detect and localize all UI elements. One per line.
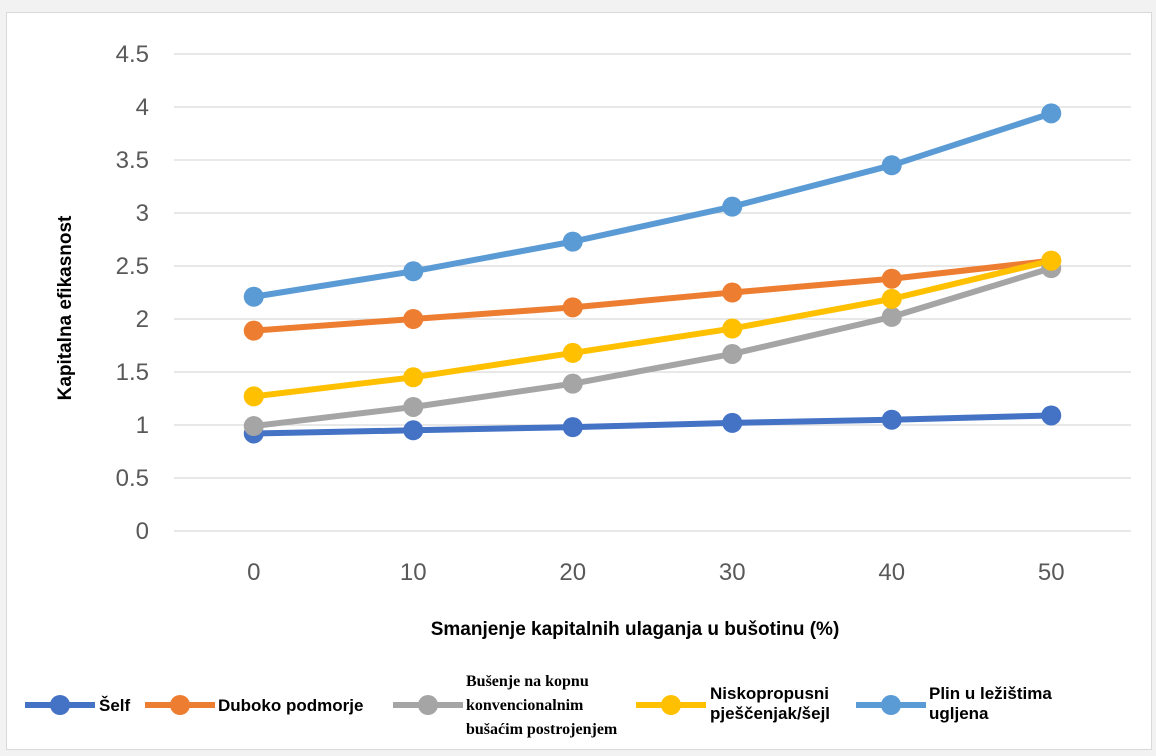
data-point-series-2 — [562, 373, 583, 394]
x-tick-label: 10 — [400, 559, 427, 586]
legend-label-duboko-podmorje: Duboko podmorje — [218, 696, 363, 715]
data-point-series-3 — [1041, 250, 1062, 271]
y-tick-label: 3 — [136, 200, 149, 227]
data-point-series-3 — [562, 342, 583, 363]
legend-swatch-marker-plin — [881, 695, 901, 715]
data-point-series-3 — [403, 367, 424, 388]
legend-swatch-marker-duboko — [170, 695, 190, 715]
legend-item-duboko-podmorje: Duboko podmorje — [145, 695, 363, 715]
data-point-series-3 — [881, 288, 902, 309]
gridlines — [174, 53, 1131, 532]
data-point-series-2 — [722, 343, 743, 364]
series-points — [243, 103, 1062, 444]
data-point-series-3 — [722, 318, 743, 339]
y-tick-label: 0 — [136, 518, 149, 545]
data-point-series-0 — [722, 412, 743, 433]
legend-item-niskopropusni: Niskopropusni pješčenjak/šejl — [636, 684, 830, 723]
series-line-0 — [250, 412, 1055, 437]
series-line-4 — [250, 110, 1055, 300]
y-tick-label: 1 — [136, 412, 149, 439]
data-point-series-0 — [562, 417, 583, 438]
data-point-series-0 — [403, 420, 424, 441]
data-point-series-4 — [562, 231, 583, 252]
legend-swatch-marker-busenje — [418, 695, 438, 715]
legend-item-busenje-na-kopnu: Bušenje na kopnu konvencionalnim bušaćim… — [393, 673, 618, 738]
data-point-series-4 — [881, 155, 902, 176]
legend-label-busenje-line-1: Bušenje na kopnu — [466, 673, 589, 690]
legend-label-busenje-line-2: konvencionalnim — [466, 697, 584, 714]
line-chart: 0 0.5 1 1.5 2 2.5 3 3.5 4 4.5 0 10 20 30 40 50 Kapital… — [25, 41, 1131, 738]
legend: Šelf Duboko podmorje Bušenje na kopnu ko… — [25, 673, 1052, 738]
legend-label-plin-line-2: ugljena — [929, 704, 989, 723]
legend-label-niskopropusni-line-2: pješčenjak/šejl — [710, 704, 830, 723]
series-line-3 — [250, 257, 1055, 400]
legend-label-self: Šelf — [99, 696, 131, 715]
x-tick-label: 20 — [559, 559, 586, 586]
data-point-series-1 — [562, 297, 583, 318]
x-axis-ticks: 0 10 20 30 40 50 — [247, 559, 1065, 586]
data-point-series-0 — [1041, 405, 1062, 426]
x-axis-title: Smanjenje kapitalnih ulaganja u bušotinu… — [431, 619, 840, 640]
data-point-series-2 — [881, 306, 902, 327]
y-tick-label: 2.5 — [116, 253, 149, 280]
legend-label-busenje-line-3: bušaćim postrojenjem — [466, 721, 618, 738]
legend-item-self: Šelf — [25, 695, 131, 715]
data-point-series-1 — [243, 320, 264, 341]
y-axis-title: Kapitalna efikasnost — [55, 215, 76, 400]
y-tick-label: 1.5 — [116, 359, 149, 386]
x-tick-label: 0 — [247, 559, 260, 586]
legend-swatch-marker-niskopropusni — [661, 695, 681, 715]
x-tick-label: 50 — [1038, 559, 1065, 586]
data-point-series-1 — [722, 282, 743, 303]
series-line-1 — [250, 257, 1055, 334]
y-tick-label: 0.5 — [116, 465, 149, 492]
data-point-series-1 — [881, 268, 902, 289]
data-point-series-4 — [1041, 103, 1062, 124]
x-tick-label: 30 — [719, 559, 746, 586]
y-axis-ticks: 0 0.5 1 1.5 2 2.5 3 3.5 4 4.5 — [116, 41, 149, 545]
y-tick-label: 3.5 — [116, 147, 149, 174]
data-point-series-4 — [243, 286, 264, 307]
chart-frame: 0 0.5 1 1.5 2 2.5 3 3.5 4 4.5 0 10 20 30 40 50 Kapital… — [6, 12, 1152, 750]
data-point-series-2 — [403, 396, 424, 417]
series-line-2 — [250, 265, 1055, 430]
data-point-series-4 — [403, 261, 424, 282]
data-point-series-3 — [243, 386, 264, 407]
legend-item-plin-u-lezistima: Plin u ležištima ugljena — [856, 684, 1052, 723]
legend-swatch-marker-self — [50, 695, 70, 715]
data-point-series-1 — [403, 309, 424, 329]
series-lines — [250, 110, 1055, 437]
data-point-series-0 — [881, 409, 902, 430]
legend-label-niskopropusni-line-1: Niskopropusni — [710, 684, 829, 703]
data-point-series-4 — [722, 196, 743, 217]
legend-label-plin-line-1: Plin u ležištima — [929, 684, 1052, 703]
y-tick-label: 4.5 — [116, 41, 149, 68]
x-tick-label: 40 — [878, 559, 905, 586]
y-tick-label: 2 — [136, 306, 149, 333]
y-tick-label: 4 — [136, 94, 149, 121]
data-point-series-2 — [243, 416, 264, 437]
